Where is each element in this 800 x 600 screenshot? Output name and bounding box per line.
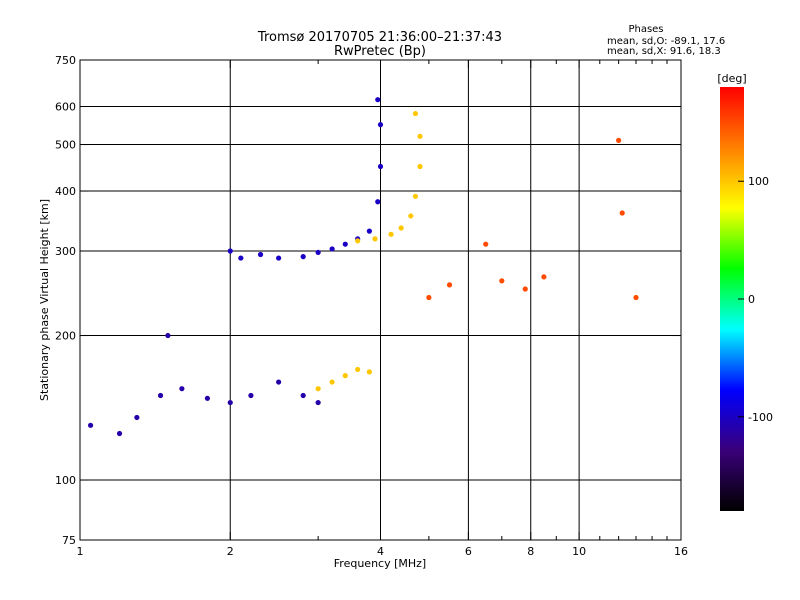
echo-point: [417, 163, 423, 170]
echo-point: [366, 369, 372, 375]
echo-point: [375, 199, 381, 205]
echo-point: [388, 231, 394, 237]
x-tick-label: 6: [465, 545, 472, 558]
echo-point: [165, 332, 171, 339]
phases-o-stats: mean, sd,O: -89.1, 17.6: [607, 36, 725, 47]
echo-point: [355, 238, 361, 244]
echo-point: [300, 392, 306, 399]
y-tick-label: 300: [55, 245, 76, 258]
echo-point: [276, 379, 282, 385]
x-axis-label: Frequency [MHz]: [334, 557, 426, 570]
y-tick-label: 75: [62, 534, 76, 547]
echo-point: [619, 210, 625, 216]
y-tick-label: 200: [55, 330, 76, 343]
echo-point: [300, 254, 306, 260]
echo-point: [342, 373, 348, 379]
echo-point: [315, 249, 321, 256]
echo-point: [499, 278, 505, 284]
echo-point: [522, 286, 528, 292]
y-tick-label: 600: [55, 101, 76, 114]
plot-grid: [80, 60, 681, 540]
y-tick-label: 400: [55, 185, 76, 198]
y-axis-ticks: 75 100 200 300 400 500 600 750: [55, 54, 681, 547]
echo-point: [377, 122, 384, 128]
echo-point: [483, 241, 489, 247]
echo-point: [179, 386, 185, 392]
chart-title: Tromsø 20170705 21:36:00–21:37:43: [257, 30, 502, 45]
colorbar-tick-label: -100: [748, 411, 773, 424]
echo-point: [315, 386, 321, 392]
x-axis-ticks: 1 2 4 6 8 10 16: [77, 60, 688, 558]
echo-point: [227, 248, 233, 254]
echo-point: [315, 399, 321, 406]
echo-point: [417, 133, 423, 139]
echo-point: [408, 213, 414, 219]
echo-point: [329, 246, 335, 252]
echo-point: [116, 430, 123, 437]
echo-point: [355, 366, 361, 373]
x-tick-label: 2: [227, 545, 234, 558]
y-tick-label: 100: [55, 474, 76, 487]
data-points: [87, 97, 639, 437]
phases-x-stats: mean, sd,X: 91.6, 18.3: [607, 46, 721, 57]
echo-point: [342, 241, 348, 247]
echo-point: [446, 282, 453, 288]
echo-point: [366, 228, 372, 234]
echo-point: [157, 392, 164, 399]
echo-point: [257, 251, 264, 258]
echo-point: [276, 255, 282, 261]
y-tick-label: 750: [55, 54, 76, 67]
colorbar-ticks: 100 0 -100: [738, 175, 773, 424]
phases-heading: Phases: [628, 24, 663, 35]
echo-point: [329, 379, 335, 385]
echo-point: [412, 110, 419, 117]
echo-point: [87, 422, 94, 428]
echo-point: [426, 294, 432, 301]
colorbar-tick-label: 100: [748, 175, 769, 188]
echo-point: [375, 97, 381, 103]
chart-subtitle: RwPretec (Bp): [334, 44, 426, 59]
echo-point: [412, 193, 419, 199]
echo-point: [238, 255, 244, 261]
x-tick-label: 8: [527, 545, 534, 558]
echo-point: [204, 395, 211, 401]
echo-point: [541, 274, 547, 280]
echo-point: [372, 236, 378, 242]
y-axis-label: Stationary phase Virtual Height [km]: [38, 199, 51, 401]
echo-point: [398, 225, 404, 231]
x-tick-label: 4: [377, 545, 384, 558]
echo-point: [134, 414, 140, 421]
echo-point: [633, 294, 639, 301]
colorbar-tick-label: 0: [748, 293, 755, 306]
echo-point: [248, 392, 254, 399]
x-tick-label: 16: [674, 545, 688, 558]
x-tick-label: 1: [77, 545, 84, 558]
echo-point: [227, 399, 233, 406]
echo-point: [616, 137, 622, 143]
x-tick-label: 10: [572, 545, 586, 558]
echo-point: [377, 163, 384, 170]
y-tick-label: 500: [55, 139, 76, 152]
colorbar-label: [deg]: [717, 72, 746, 85]
